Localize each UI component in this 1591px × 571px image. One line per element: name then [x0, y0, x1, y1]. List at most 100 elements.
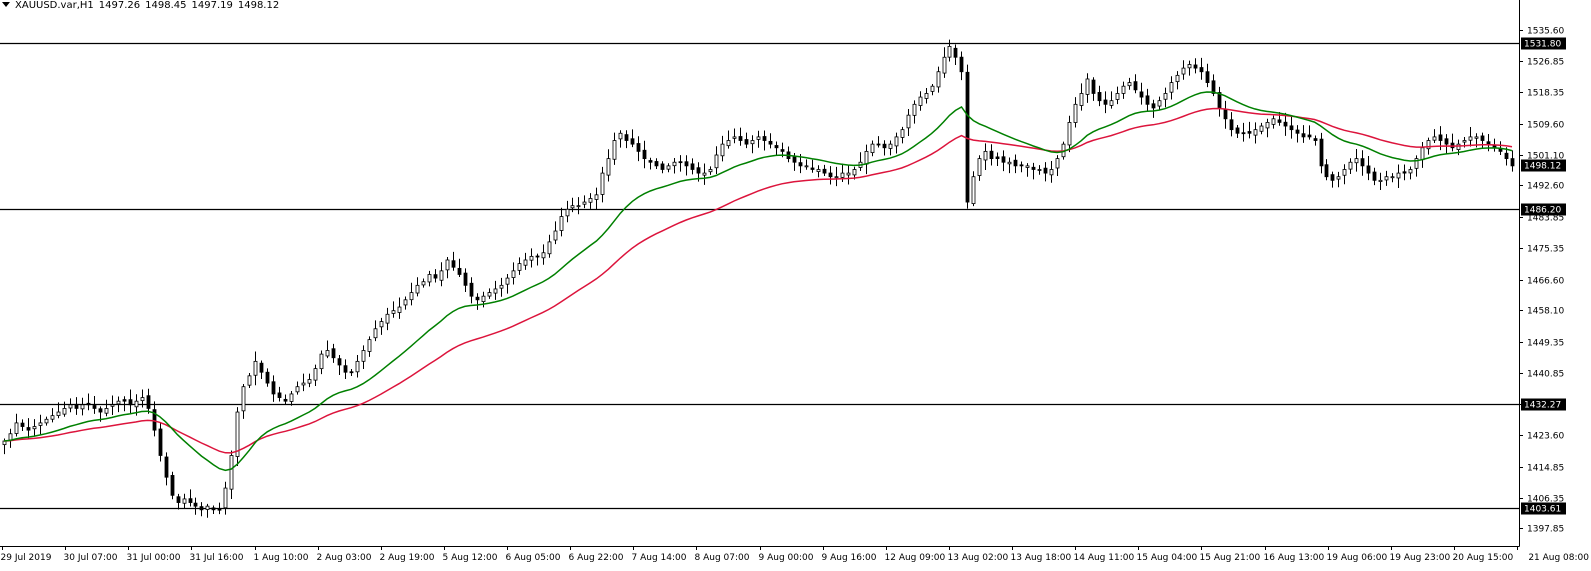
x-tick-label: 21 Aug 08:00: [1528, 553, 1589, 563]
candle-body-down: [690, 163, 695, 170]
candle-body-down: [349, 371, 354, 374]
candle-body-up: [511, 270, 516, 278]
level-price-label: 1403.61: [1524, 505, 1561, 515]
candle-body-up: [427, 274, 432, 283]
ohlc-close: 1498.12: [237, 0, 280, 11]
level-price-label: 1531.80: [1524, 40, 1561, 50]
candle-body-down: [86, 402, 91, 406]
candle-body-up: [1121, 85, 1126, 94]
candle-body-up: [1336, 176, 1341, 180]
y-tick-label: 1535.60: [1527, 27, 1564, 37]
candle-body-down: [188, 498, 193, 503]
candle-body-up: [373, 328, 378, 339]
candle-body-up: [1414, 158, 1419, 169]
candle-body-down: [463, 272, 468, 286]
candle-body-up: [140, 397, 145, 402]
y-tick-label: 1509.60: [1527, 121, 1564, 131]
candle-body-up: [529, 255, 534, 261]
candle-body-up: [1384, 176, 1389, 181]
candle-body-up: [1037, 169, 1042, 171]
candle-body-up: [205, 505, 210, 510]
candle-body-down: [176, 496, 181, 503]
candle-body-up: [1079, 93, 1084, 106]
candle-body-up: [421, 281, 426, 286]
current-price-marker: [1521, 159, 1566, 172]
candle-body-down: [1277, 119, 1282, 123]
candle-body-up: [1025, 165, 1030, 168]
candle-body-up: [68, 404, 73, 409]
candle-body-down: [1097, 92, 1102, 102]
candle-body-up: [618, 132, 623, 140]
candle-body-up: [50, 415, 55, 420]
candle-body-down: [1013, 159, 1018, 167]
candle-body-up: [104, 408, 109, 414]
candle-body-down: [1001, 156, 1006, 163]
candle-body-down: [1145, 95, 1150, 105]
candle-body-up: [44, 418, 49, 424]
x-tick-label: 14 Aug 11:00: [1074, 553, 1135, 563]
candle-body-down: [1510, 158, 1515, 167]
candle-body-up: [924, 93, 929, 99]
candle-body-down: [654, 161, 659, 167]
x-tick-label: 9 Aug 00:00: [759, 553, 814, 563]
candle-body-up: [182, 498, 187, 504]
candle-body-down: [1486, 141, 1491, 145]
candle-body-up: [1396, 172, 1401, 179]
candle-body-down: [1247, 131, 1252, 134]
candle-body-up: [361, 350, 366, 362]
candle-body-down: [128, 399, 133, 406]
x-tick-label: 13 Aug 02:00: [948, 553, 1009, 563]
ohlc-open: 1497.26: [98, 0, 141, 11]
x-tick-label: 8 Aug 07:00: [695, 553, 750, 563]
current-price-label: 1498.12: [1524, 162, 1561, 172]
candle-body-down: [158, 428, 163, 456]
candle-body-up: [1085, 78, 1090, 95]
candle-body-up: [1342, 169, 1347, 176]
candle-body-down: [1480, 135, 1485, 141]
y-tick-label: 1406.35: [1527, 495, 1564, 505]
y-tick-label: 1518.35: [1527, 89, 1564, 99]
candle-body-down: [152, 409, 157, 431]
x-tick-label: 2 Aug 19:00: [380, 553, 435, 563]
candle-body-up: [325, 350, 330, 357]
candle-body-up: [409, 292, 414, 301]
candle-body-up: [1354, 158, 1359, 164]
candle-body-up: [732, 136, 737, 139]
candle-body-down: [433, 274, 438, 279]
candle-body-down: [1504, 152, 1509, 160]
candle-body-down: [828, 172, 833, 178]
chevron-down-icon: [2, 2, 10, 7]
candle-body-down: [1283, 121, 1288, 127]
candle-body-up: [1474, 136, 1479, 139]
candle-body-up: [906, 114, 911, 129]
ohlc-low: 1497.19: [191, 0, 233, 11]
candle-body-up: [253, 360, 258, 376]
candle-body-down: [810, 167, 815, 170]
candle-body-down: [1193, 64, 1198, 69]
ohlc-high: 1498.45: [145, 0, 187, 11]
candle-body-down: [798, 162, 803, 167]
candle-body-up: [241, 386, 246, 412]
candle-body-down: [331, 348, 336, 359]
candle-body-down: [217, 508, 222, 511]
x-tick-label: 12 Aug 09:00: [885, 553, 946, 563]
candle-body-up: [445, 259, 450, 271]
x-tick-label: 15 Aug 04:00: [1137, 553, 1198, 563]
candle-body-up: [32, 426, 37, 430]
candle-body-down: [199, 506, 204, 511]
candle-body-down: [1133, 81, 1138, 91]
y-tick-label: 1492.60: [1527, 182, 1564, 192]
candle-body-up: [702, 172, 707, 176]
candle-body-up: [1115, 93, 1120, 100]
candle-body-down: [696, 167, 701, 174]
candle-body-up: [983, 150, 988, 161]
candle-body-up: [804, 165, 809, 168]
candle-body-up: [726, 140, 731, 147]
candle-body-up: [947, 45, 952, 58]
candle-body-up: [1468, 136, 1473, 141]
candle-body-up: [1426, 140, 1431, 150]
x-tick-label: 1 Aug 10:00: [254, 553, 309, 563]
candle-body-up: [1348, 161, 1353, 170]
candle-body-up: [900, 129, 905, 138]
